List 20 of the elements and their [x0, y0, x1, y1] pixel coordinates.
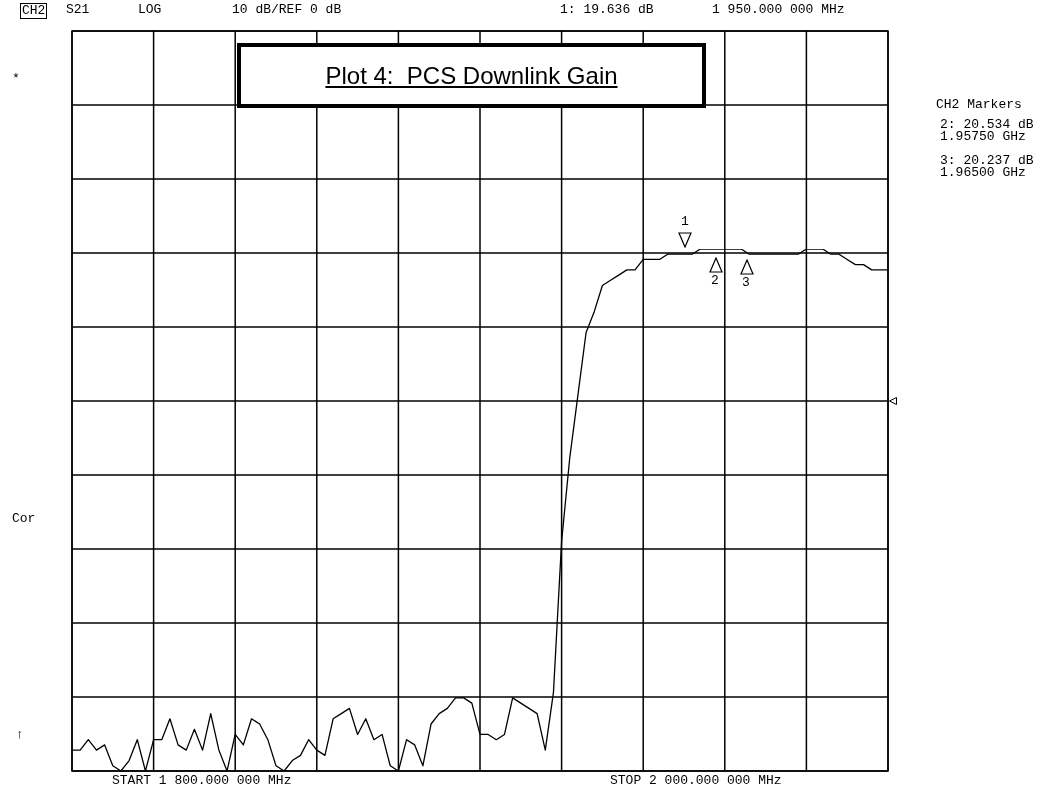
text: ↑ — [16, 727, 24, 742]
text: 1.95750 GHz — [940, 129, 1026, 144]
text: STOP 2 000.000 000 MHz — [610, 773, 782, 788]
annotation: 2 — [711, 273, 719, 288]
text: CH2 Markers — [936, 97, 1022, 112]
text: Cor — [12, 511, 36, 526]
annotation: 3 — [742, 275, 750, 290]
text: 3: 20.237 dB — [940, 153, 1034, 168]
text: 2: 20.534 dB — [940, 117, 1034, 132]
text: 10 dB/REF 0 dB — [232, 2, 342, 17]
text: START 1 800.000 000 MHz — [112, 773, 292, 788]
text: 1: 19.636 dB — [560, 2, 654, 17]
text: * — [12, 71, 20, 86]
text: S21 — [66, 2, 90, 17]
text: 1.96500 GHz — [940, 165, 1026, 180]
text: LOG — [138, 2, 162, 17]
chart-title: Plot 4: PCS Downlink Gain — [237, 43, 706, 108]
text: 1 950.000 000 MHz — [712, 2, 845, 17]
text: 1 — [681, 214, 689, 229]
text: CH2 — [20, 3, 48, 19]
